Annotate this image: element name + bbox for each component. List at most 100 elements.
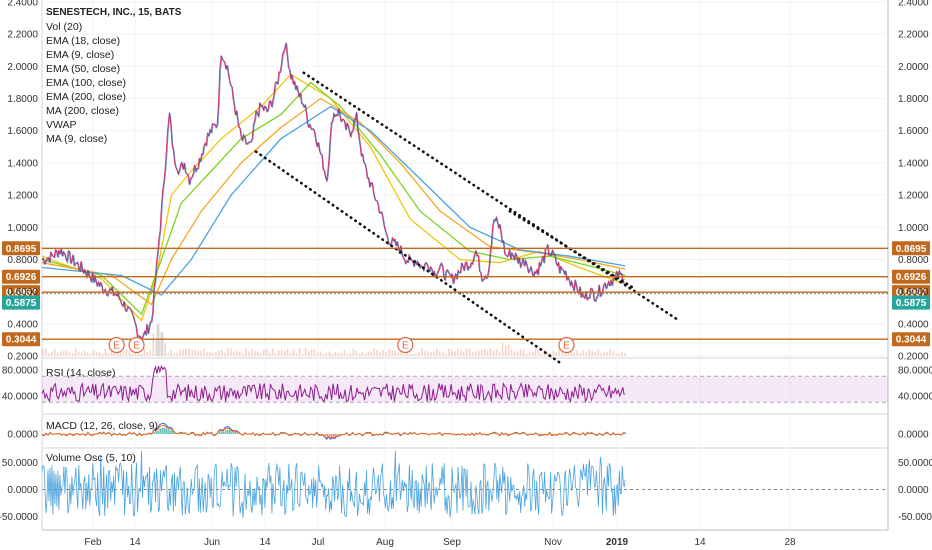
volume-bar	[504, 345, 507, 356]
trendline[interactable]	[508, 209, 636, 290]
rsi-tick-label-left: 40.0000	[2, 391, 39, 402]
macd-tick-label-left: 0.0000	[7, 430, 38, 441]
volume-bar	[361, 351, 364, 356]
macd-histogram-bar	[328, 434, 331, 436]
last-price-label-left: 0.5875	[6, 298, 37, 309]
macd-histogram-bar	[320, 434, 323, 435]
volume-bar	[355, 350, 358, 356]
volume-bar	[468, 348, 471, 356]
volume-bar	[555, 352, 558, 356]
price-level-badge-right	[892, 332, 930, 347]
macd-histogram-bar	[513, 433, 516, 434]
trendline[interactable]	[302, 71, 681, 322]
macd-histogram-bar	[553, 434, 555, 435]
trendlines[interactable]	[254, 71, 681, 364]
macd-histogram-bar	[173, 432, 175, 434]
volume-bar	[125, 349, 128, 356]
macd-histogram-bar	[338, 434, 340, 436]
horizontal-levels[interactable]: 0.8695 0.8695 0.6926 0.6926 0.5967 0.5967 0.30…	[2, 241, 930, 347]
price-tick-label-right: 0.4000	[898, 319, 929, 330]
macd-histogram-bar	[181, 432, 183, 434]
earnings-event-marker[interactable]	[108, 336, 125, 354]
last-price-badge-left	[2, 295, 40, 310]
macd-histogram-bar	[330, 434, 333, 438]
earnings-event-marker[interactable]	[558, 336, 575, 354]
volume-bar	[131, 353, 134, 356]
volume-bar	[489, 348, 492, 356]
macd-histogram-bar	[288, 434, 291, 435]
volume-bar	[44, 348, 47, 356]
volume-bar	[310, 349, 313, 356]
price-level-label-left: 0.3044	[6, 335, 37, 346]
volume-bar	[156, 324, 160, 356]
volume-bar	[50, 351, 53, 356]
macd-histogram-bar	[334, 434, 337, 437]
volume-bar	[412, 353, 414, 356]
macd-title: MACD (12, 26, close, 9)	[46, 420, 158, 432]
volume-bar	[600, 353, 602, 356]
volume-bar	[245, 348, 247, 356]
volume-bar	[334, 352, 337, 356]
macd-histogram-bar	[324, 434, 327, 436]
earnings-event-marker[interactable]	[397, 336, 414, 354]
rsi-pane[interactable]	[41, 364, 888, 404]
price-tick-label-left: 2.4000	[7, 0, 38, 9]
x-tick-label: 14	[129, 537, 141, 548]
volume-bar	[322, 353, 325, 356]
volume-bar	[513, 351, 516, 356]
price-line	[41, 42, 625, 340]
volume-bar	[510, 349, 513, 356]
macd-histogram-bar	[282, 433, 285, 434]
volume-bar	[242, 353, 244, 356]
macd-histogram-bar	[318, 434, 321, 435]
price-level-badge-right	[892, 241, 930, 256]
volume-bar	[424, 350, 426, 356]
macd-histogram-bar	[521, 433, 524, 434]
price-pane[interactable]: 0.8695 0.8695 0.6926 0.6926 0.5967 0.5967 0.30…	[2, 42, 930, 364]
x-tick-label: Sep	[443, 537, 461, 548]
volume-osc-tick-label-right: 0.0000	[898, 485, 929, 496]
macd-histogram-bar	[233, 432, 235, 434]
volume-osc-line	[41, 450, 626, 519]
price-tick-label-left: 1.6000	[7, 126, 38, 137]
price-tick-label-right: 2.0000	[898, 62, 929, 73]
last-price-label-right: 0.5875	[896, 298, 927, 309]
trendline[interactable]	[254, 150, 561, 364]
volume-bar	[194, 349, 196, 356]
price-tick-label-left: 2.0000	[7, 62, 38, 73]
volume-bar	[116, 352, 119, 356]
volume-bar	[397, 352, 399, 356]
volume-bar	[534, 348, 537, 356]
volume-bar	[460, 350, 462, 356]
volume-bar	[546, 353, 549, 356]
x-tick-label: Nov	[544, 537, 562, 548]
macd-histogram-bar	[565, 433, 567, 434]
macd-histogram-bar	[336, 434, 339, 436]
volume-bar	[418, 352, 420, 356]
volume-bar	[251, 349, 253, 356]
moving-average-lines	[41, 73, 626, 322]
earnings-event-marker[interactable]	[128, 336, 145, 354]
price-level-label-left: 0.5967	[6, 288, 37, 299]
volume-bar	[236, 350, 238, 356]
macd-histogram-bar	[551, 434, 553, 436]
macd-tick-label-right: 0.0000	[898, 430, 929, 441]
macd-histogram-bar	[221, 431, 223, 434]
macd-histogram-bar	[163, 427, 165, 434]
volume-bar	[501, 342, 504, 356]
volume-bar	[113, 351, 116, 356]
macd-histogram-bar	[153, 431, 155, 434]
price-level-label-right: 0.8695	[896, 244, 927, 255]
volume-osc-pane[interactable]	[41, 450, 888, 519]
volume-bar	[304, 348, 307, 356]
macd-pane[interactable]	[41, 422, 627, 441]
volume-bar	[215, 351, 217, 356]
volume-bar	[579, 352, 582, 356]
volume-bar	[170, 349, 172, 356]
price-tick-label-left: 1.0000	[7, 223, 38, 234]
price-tick-label-left: 1.4000	[7, 158, 38, 169]
volume-bar	[160, 332, 164, 356]
volume-bar	[325, 352, 328, 356]
